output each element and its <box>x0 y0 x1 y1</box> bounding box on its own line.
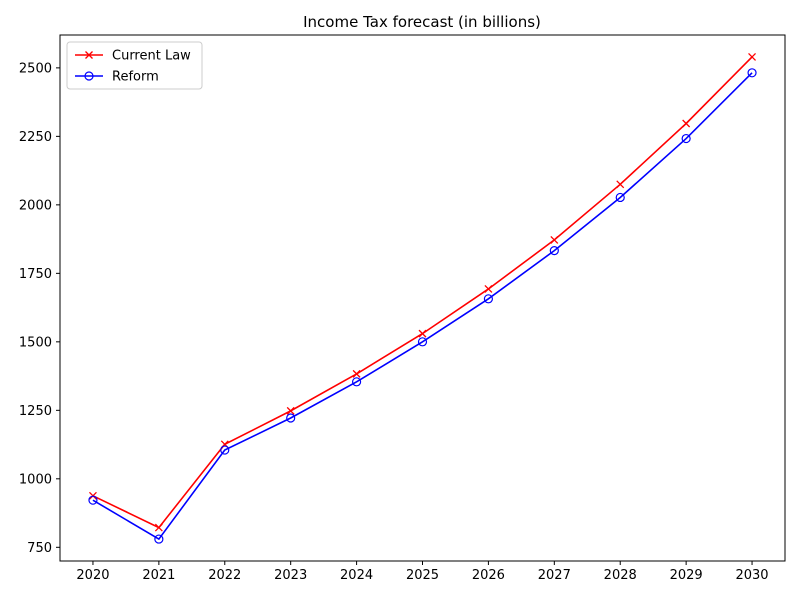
legend-circle-marker <box>84 71 94 81</box>
data-point-circle-marker <box>88 495 98 505</box>
legend: Current Law Reform <box>66 41 203 90</box>
y-tick-label: 1500 <box>19 335 52 350</box>
legend-label-2: Reform <box>112 70 159 85</box>
x-tick-label: 2029 <box>670 568 703 583</box>
x-tick-label: 2022 <box>208 568 241 583</box>
y-tick-label: 750 <box>27 541 52 556</box>
data-point-circle-marker <box>154 534 164 544</box>
data-point-x-marker <box>418 329 427 338</box>
data-point-x-marker <box>748 52 757 61</box>
data-point-circle-marker <box>286 413 296 423</box>
data-point-x-marker <box>616 180 625 189</box>
x-marker-stroke <box>352 369 361 378</box>
chart-title: Income Tax forecast (in billions) <box>303 13 541 31</box>
plot-area: 2020 2021 2022 2023 2024 2025 2026 2027 2028 2029… <box>19 34 786 583</box>
data-point-circle-marker <box>417 337 428 347</box>
data-point-x-marker <box>154 523 163 532</box>
x-marker-stroke <box>484 284 493 293</box>
x-tick-label: 2025 <box>406 568 439 583</box>
data-point-circle-marker <box>615 192 625 203</box>
x-marker-stroke <box>682 119 691 128</box>
x-tick-label: 2030 <box>735 568 768 583</box>
data-point-x-marker <box>682 119 691 128</box>
data-point-circle-marker <box>549 246 559 256</box>
x-tick-label: 2021 <box>142 568 175 583</box>
series-line-2 <box>92 72 753 541</box>
x-tick-label: 2024 <box>340 568 373 583</box>
y-tick-label: 1000 <box>19 472 52 487</box>
y-tick-label: 2250 <box>19 130 52 145</box>
x-marker-stroke <box>748 52 757 61</box>
y-tick-label: 2500 <box>19 61 52 76</box>
y-tick-label: 1750 <box>19 267 52 282</box>
data-point-x-marker <box>286 406 295 415</box>
x-marker-stroke <box>418 329 427 338</box>
x-tick-label: 2023 <box>274 568 307 583</box>
x-marker-stroke <box>616 180 625 189</box>
data-point-x-marker <box>550 235 559 244</box>
x-marker-stroke <box>550 235 559 244</box>
x-tick-label: 2028 <box>604 568 637 583</box>
data-point-circle-marker <box>681 133 691 144</box>
x-tick-label: 2027 <box>538 568 571 583</box>
x-tick-label: 2026 <box>472 568 505 583</box>
legend-box <box>66 41 203 90</box>
y-tick-label: 1250 <box>19 404 52 419</box>
y-tick-label: 2000 <box>19 198 52 213</box>
x-marker-stroke <box>154 523 163 532</box>
data-point-x-marker <box>484 284 493 293</box>
legend-label-1: Current Law <box>112 49 191 64</box>
data-point-x-marker <box>352 369 361 378</box>
data-point-circle-marker <box>747 68 757 78</box>
data-point-circle-marker <box>351 377 362 387</box>
data-point-circle-marker <box>220 445 230 455</box>
legend-x-marker <box>85 51 93 59</box>
x-marker-stroke <box>286 406 295 415</box>
x-tick-label: 2020 <box>76 568 109 583</box>
data-point-circle-marker <box>483 294 494 304</box>
